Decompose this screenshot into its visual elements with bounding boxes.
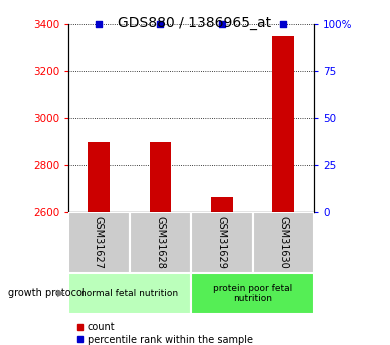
Text: protein poor fetal
nutrition: protein poor fetal nutrition — [213, 284, 292, 303]
Bar — [253, 212, 314, 273]
Point — [219, 21, 225, 27]
Bar — [68, 212, 129, 273]
Text: GDS880 / 1386965_at: GDS880 / 1386965_at — [119, 16, 271, 30]
Bar — [150, 142, 171, 212]
Point — [157, 21, 163, 27]
Bar — [129, 212, 191, 273]
Text: growth protocol: growth protocol — [8, 288, 84, 298]
Text: normal fetal nutrition: normal fetal nutrition — [81, 289, 178, 298]
Text: GSM31628: GSM31628 — [155, 216, 165, 269]
Bar — [191, 273, 314, 314]
Text: GSM31627: GSM31627 — [94, 216, 104, 269]
Bar — [68, 273, 191, 314]
Text: GSM31629: GSM31629 — [217, 216, 227, 269]
Bar — [191, 212, 253, 273]
Bar — [211, 197, 232, 212]
Legend: count, percentile rank within the sample: count, percentile rank within the sample — [73, 318, 257, 345]
Point — [280, 21, 286, 27]
Bar — [273, 36, 294, 212]
Bar — [88, 142, 110, 212]
Text: ▶: ▶ — [57, 288, 64, 298]
Text: GSM31630: GSM31630 — [278, 216, 288, 269]
Point — [96, 21, 102, 27]
